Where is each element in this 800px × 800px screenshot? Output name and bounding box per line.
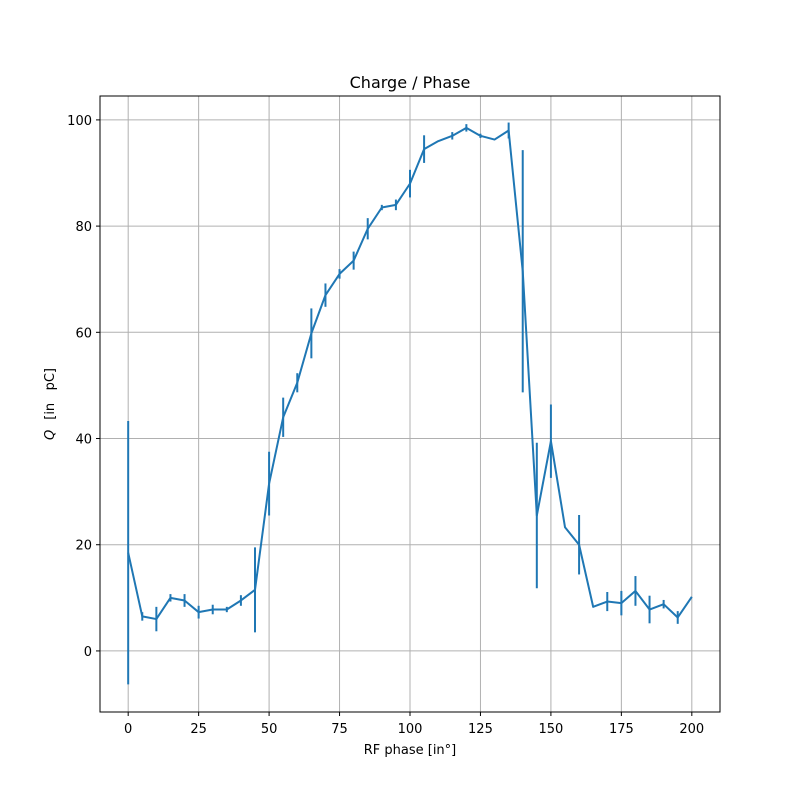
chart-title: Charge / Phase <box>350 73 471 92</box>
x-tick-label: 175 <box>609 722 634 737</box>
tick-layer: 0 25 50 75 100 125 150 175 200 0 20 40 60 80 100 <box>67 114 704 737</box>
y-tick-label: 60 <box>75 326 92 341</box>
x-tick-label: 75 <box>331 722 348 737</box>
y-tick-label: 20 <box>75 539 92 554</box>
data-layer <box>127 122 693 685</box>
grid-layer <box>100 96 720 712</box>
y-tick-label: 0 <box>84 645 92 660</box>
x-tick-label: 150 <box>538 722 563 737</box>
x-tick-label: 200 <box>679 722 704 737</box>
y-axis-label: Q [in pC] <box>43 368 58 440</box>
x-axis-label: RF phase [in°] <box>364 743 457 758</box>
y-axis-label-units: [in pC] <box>43 368 58 420</box>
series-line <box>127 126 693 621</box>
x-tick-label: 125 <box>468 722 493 737</box>
x-tick-label: 0 <box>124 722 132 737</box>
x-tick-label: 50 <box>261 722 278 737</box>
y-tick-label: 40 <box>75 433 92 448</box>
x-tick-label: 100 <box>398 722 423 737</box>
y-tick-label: 100 <box>67 114 92 129</box>
y-tick-label: 80 <box>75 220 92 235</box>
y-axis-label-symbol: Q <box>43 430 58 440</box>
x-tick-label: 25 <box>190 722 207 737</box>
